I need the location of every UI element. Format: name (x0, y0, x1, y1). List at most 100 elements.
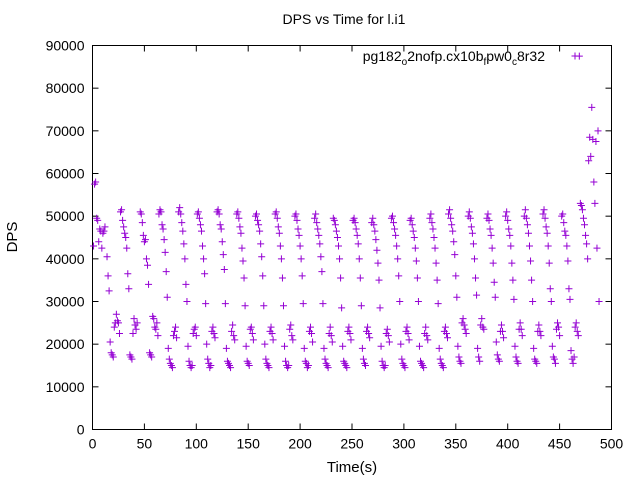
x-tick-label: 250 (340, 436, 364, 452)
data-point (210, 330, 218, 337)
data-point (525, 242, 533, 250)
data-point (569, 359, 577, 367)
data-point (594, 127, 602, 135)
data-point (543, 229, 551, 237)
data-point (548, 342, 556, 350)
data-point (130, 315, 138, 323)
legend-subscript: c (512, 57, 517, 68)
data-point (539, 210, 547, 218)
data-point (461, 325, 469, 333)
data-point (313, 219, 321, 227)
data-point (277, 255, 285, 263)
data-point (286, 325, 294, 333)
data-point (207, 362, 215, 369)
y-tick-label: 40000 (46, 251, 85, 267)
data-point (173, 334, 181, 342)
data-point (161, 248, 169, 256)
data-point (115, 330, 123, 337)
x-axis-label: Time(s) (327, 459, 377, 476)
data-point (105, 287, 113, 295)
data-point (319, 300, 327, 308)
data-point (154, 332, 162, 340)
data-point (484, 210, 492, 218)
data-point (584, 255, 592, 263)
data-point (247, 323, 255, 331)
data-point (242, 342, 250, 350)
data-point (407, 214, 415, 222)
data-point (467, 223, 475, 231)
data-point (217, 225, 225, 233)
data-point (356, 274, 364, 282)
data-point (564, 257, 572, 265)
data-point (235, 214, 243, 222)
data-point (148, 353, 156, 361)
data-point (555, 323, 563, 331)
data-point (203, 340, 211, 348)
data-point (408, 221, 416, 229)
data-point (361, 362, 369, 369)
data-point (259, 272, 267, 280)
data-point (503, 208, 511, 216)
data-point (509, 276, 517, 284)
data-point (184, 342, 192, 350)
data-point (487, 231, 495, 239)
data-point (441, 323, 449, 331)
data-point (352, 225, 360, 233)
x-tick-label: 50 (137, 436, 153, 452)
x-tick-label: 400 (496, 436, 520, 452)
data-point (493, 351, 501, 359)
data-point (450, 238, 458, 246)
data-point (355, 255, 363, 263)
legend-marker (571, 52, 579, 60)
data-point (196, 221, 204, 229)
data-point (468, 229, 476, 237)
y-tick-label: 70000 (46, 123, 85, 139)
data-point (118, 206, 126, 214)
data-point (318, 268, 326, 276)
data-point (465, 208, 473, 216)
data-point (216, 221, 224, 229)
data-point (364, 323, 372, 331)
data-point (336, 255, 344, 263)
data-point (577, 202, 585, 209)
legend-part: 2nofp.cx10b (407, 48, 483, 64)
y-tick-label: 0 (77, 422, 85, 438)
legend-subscript: o (402, 57, 408, 68)
data-point (372, 236, 380, 244)
data-point (454, 342, 462, 350)
data-point (121, 229, 129, 237)
data-point (321, 355, 329, 363)
data-point (137, 210, 145, 218)
data-point (109, 353, 117, 361)
data-point (396, 298, 404, 305)
data-point (289, 336, 297, 344)
data-point (287, 321, 295, 329)
data-point (150, 315, 158, 323)
legend-part: 8r32 (517, 48, 545, 64)
data-point (168, 364, 176, 372)
data-point (492, 338, 500, 346)
data-point (192, 332, 200, 340)
data-point (282, 357, 290, 365)
data-point (430, 234, 438, 241)
data-point (540, 206, 548, 214)
data-point (144, 261, 152, 269)
data-point (90, 242, 98, 250)
data-point (365, 330, 373, 337)
data-point (567, 347, 575, 355)
data-point (94, 216, 102, 224)
data-point (405, 336, 413, 344)
data-point (296, 242, 304, 250)
data-point (245, 362, 253, 369)
data-point (138, 219, 146, 227)
data-point (254, 216, 262, 224)
data-point (378, 357, 386, 365)
data-point (514, 359, 522, 367)
data-point (160, 236, 168, 244)
data-point (339, 342, 347, 350)
data-point (403, 323, 411, 331)
data-point (470, 255, 478, 263)
data-point (316, 240, 324, 248)
data-point (473, 291, 481, 299)
data-point (491, 293, 499, 301)
